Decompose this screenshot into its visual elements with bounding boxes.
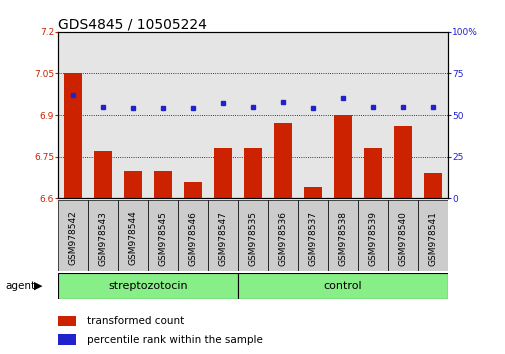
Bar	[357, 200, 387, 271]
Bar	[387, 200, 417, 271]
Bar	[58, 32, 88, 198]
Text: GSM978539: GSM978539	[368, 211, 377, 266]
Bar	[273, 124, 291, 198]
Bar	[58, 335, 76, 345]
Bar	[387, 32, 417, 198]
Text: GDS4845 / 10505224: GDS4845 / 10505224	[58, 18, 207, 32]
Bar	[154, 171, 172, 198]
Bar	[124, 171, 142, 198]
Text: GSM978537: GSM978537	[308, 211, 317, 266]
Bar	[88, 32, 118, 198]
Bar	[237, 200, 268, 271]
Bar	[297, 200, 327, 271]
Bar	[297, 32, 327, 198]
Bar	[327, 32, 357, 198]
Bar	[327, 200, 357, 271]
Text: GSM978536: GSM978536	[278, 211, 287, 266]
Bar	[363, 148, 381, 198]
Bar	[417, 200, 447, 271]
Bar	[304, 187, 321, 198]
Bar	[118, 200, 148, 271]
Text: ▶: ▶	[34, 281, 43, 291]
Bar	[58, 316, 76, 326]
Text: GSM978540: GSM978540	[397, 211, 407, 266]
Text: GSM978544: GSM978544	[128, 211, 137, 266]
Bar	[357, 32, 387, 198]
Bar	[268, 200, 297, 271]
Text: streptozotocin: streptozotocin	[108, 281, 187, 291]
Text: GSM978545: GSM978545	[158, 211, 167, 266]
Bar	[118, 32, 148, 198]
Text: GSM978542: GSM978542	[69, 211, 78, 266]
Bar	[333, 115, 351, 198]
Bar	[423, 173, 441, 198]
Text: GSM978541: GSM978541	[427, 211, 436, 266]
Bar	[148, 32, 178, 198]
Bar	[214, 148, 232, 198]
Bar	[148, 200, 178, 271]
Bar	[237, 32, 268, 198]
Bar	[88, 200, 118, 271]
Bar	[208, 200, 237, 271]
Text: agent: agent	[5, 281, 35, 291]
Bar	[208, 32, 237, 198]
Text: control: control	[323, 281, 362, 291]
Text: GSM978546: GSM978546	[188, 211, 197, 266]
Bar	[268, 32, 297, 198]
Text: GSM978543: GSM978543	[98, 211, 108, 266]
Bar	[237, 273, 447, 299]
Bar	[58, 273, 237, 299]
Text: percentile rank within the sample: percentile rank within the sample	[86, 335, 262, 344]
Bar	[178, 200, 208, 271]
Text: transformed count: transformed count	[86, 316, 183, 326]
Bar	[393, 126, 411, 198]
Bar	[184, 182, 201, 198]
Bar	[243, 148, 262, 198]
Bar	[417, 32, 447, 198]
Bar	[58, 200, 88, 271]
Text: GSM978535: GSM978535	[248, 211, 257, 266]
Bar	[64, 74, 82, 198]
Text: GSM978538: GSM978538	[338, 211, 347, 266]
Bar	[178, 32, 208, 198]
Bar	[94, 151, 112, 198]
Text: GSM978547: GSM978547	[218, 211, 227, 266]
